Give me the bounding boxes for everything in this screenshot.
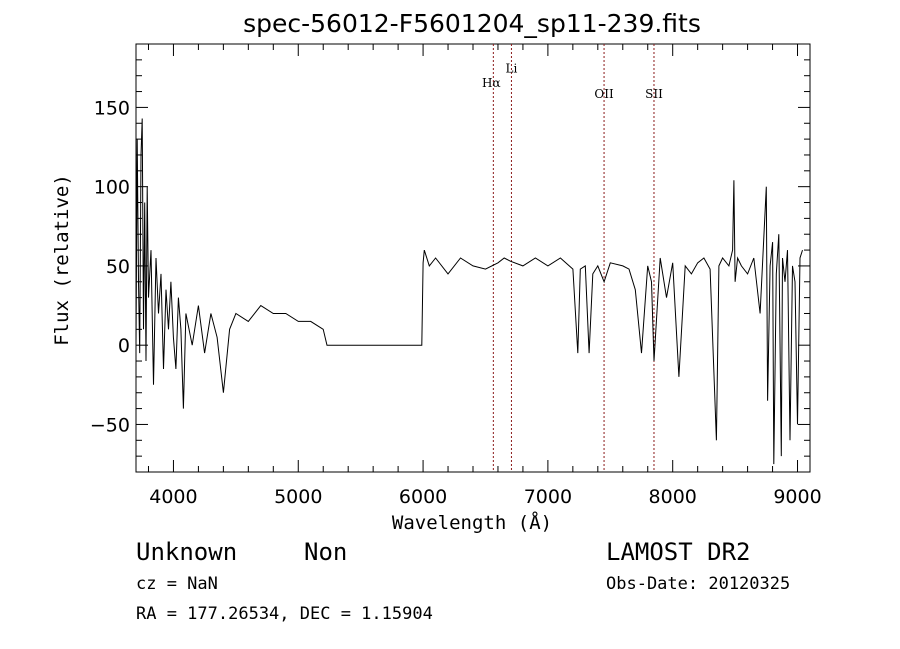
survey-label: LAMOST DR2 [606,538,751,566]
y-tick-label: −50 [90,414,130,436]
y-axis: −50 0 50 100 150 [90,43,810,473]
x-tick-label: 7000 [524,486,572,508]
x-tick-label: 5000 [274,486,322,508]
y-tick-label: 50 [106,256,130,278]
line-marker-label: OII [594,87,614,101]
x-axis-label: Wavelength (Å) [392,511,552,534]
line-marker-label: SII [645,87,663,101]
plot-frame [135,43,811,473]
x-tick-label: 8000 [649,486,697,508]
y-axis-label: Flux (relative) [51,174,73,346]
y-tick-label: 100 [94,177,130,199]
obs-date-text: Obs-Date: 20120325 [606,574,791,594]
class-label: Unknown [136,538,238,566]
x-tick-label: 9000 [773,486,821,508]
line-markers: Hα Li OII SII [482,44,663,472]
subclass-label: Non [304,538,348,566]
chart-title: spec-56012-F5601204_sp11-239.fits [243,9,701,38]
y-tick-label: 0 [118,335,130,357]
x-tick-label: 4000 [149,486,197,508]
spectrum-line [135,118,803,465]
redshift-text: cz = NaN [136,574,218,594]
x-axis: 4000 5000 6000 7000 8000 9000 [147,44,822,508]
line-marker-label: Hα [482,76,501,90]
coordinates-text: RA = 177.26534, DEC = 1.15904 [136,604,433,624]
line-marker-label: Li [506,62,518,76]
y-tick-label: 150 [94,97,130,119]
x-tick-label: 6000 [399,486,447,508]
